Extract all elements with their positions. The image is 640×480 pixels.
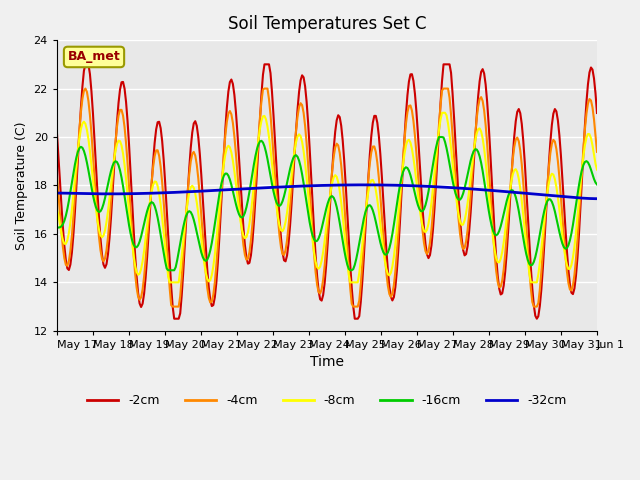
Y-axis label: Soil Temperature (C): Soil Temperature (C): [15, 121, 28, 250]
-16cm: [291, 153, 298, 159]
-16cm: [243, 204, 250, 210]
-32cm: [119, 191, 127, 197]
-4cm: [169, 304, 177, 310]
-4cm: [217, 195, 225, 201]
-16cm: [234, 207, 241, 213]
-8cm: [566, 266, 573, 272]
Title: Soil Temperatures Set C: Soil Temperatures Set C: [228, 15, 426, 33]
-8cm: [438, 110, 446, 116]
-32cm: [593, 196, 601, 202]
-2cm: [593, 110, 601, 116]
-16cm: [593, 181, 601, 187]
-4cm: [593, 149, 601, 155]
-8cm: [234, 194, 241, 200]
Line: -2cm: -2cm: [57, 64, 597, 319]
-8cm: [53, 206, 61, 212]
-32cm: [53, 190, 61, 196]
-2cm: [81, 61, 89, 67]
X-axis label: Time: Time: [310, 355, 344, 370]
-16cm: [436, 134, 444, 140]
-16cm: [119, 183, 127, 189]
-4cm: [121, 124, 129, 130]
-2cm: [217, 208, 225, 214]
-2cm: [244, 261, 252, 266]
-4cm: [292, 127, 300, 133]
Text: BA_met: BA_met: [68, 50, 120, 63]
-4cm: [53, 171, 61, 177]
-32cm: [241, 186, 249, 192]
-4cm: [81, 86, 89, 92]
-8cm: [166, 279, 173, 285]
-16cm: [216, 192, 223, 197]
-2cm: [292, 127, 300, 133]
Legend: -2cm, -4cm, -8cm, -16cm, -32cm: -2cm, -4cm, -8cm, -16cm, -32cm: [82, 389, 572, 412]
-16cm: [164, 267, 172, 273]
-8cm: [243, 234, 250, 240]
-2cm: [235, 154, 243, 159]
-4cm: [244, 256, 252, 262]
Line: -8cm: -8cm: [57, 113, 597, 282]
-32cm: [214, 187, 221, 193]
-8cm: [593, 167, 601, 172]
-2cm: [53, 128, 61, 134]
-8cm: [119, 151, 127, 156]
-2cm: [121, 86, 129, 92]
-2cm: [566, 282, 573, 288]
-4cm: [566, 287, 573, 292]
-8cm: [216, 204, 223, 210]
-32cm: [360, 182, 367, 188]
-8cm: [291, 148, 298, 154]
-16cm: [53, 225, 61, 230]
-32cm: [289, 183, 297, 189]
-16cm: [566, 238, 573, 243]
-32cm: [564, 194, 572, 200]
Line: -16cm: -16cm: [57, 137, 597, 270]
-2cm: [170, 316, 178, 322]
Line: -4cm: -4cm: [57, 89, 597, 307]
-4cm: [235, 190, 243, 196]
Line: -32cm: -32cm: [57, 185, 597, 199]
-32cm: [232, 186, 240, 192]
